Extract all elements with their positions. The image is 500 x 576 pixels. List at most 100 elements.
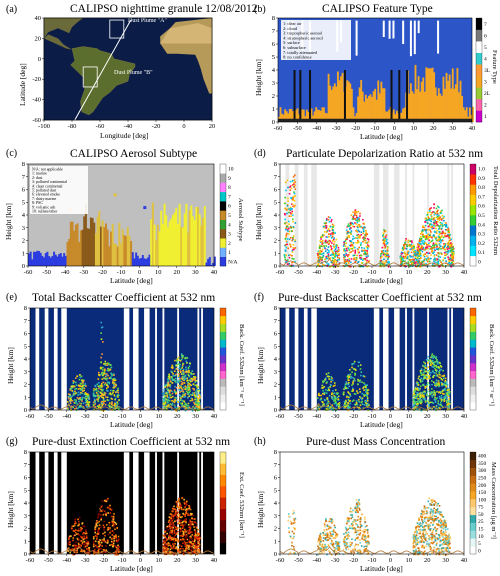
data-pixel [198, 546, 201, 548]
colorbar-cell [470, 386, 476, 395]
data-pixel [326, 230, 329, 232]
data-pixel [79, 389, 82, 391]
data-pixel [354, 211, 357, 213]
data-pixel [354, 372, 357, 375]
data-pixel [293, 191, 295, 193]
data-pixel [82, 380, 85, 382]
data-pixel [413, 247, 416, 250]
data-pixel [326, 262, 328, 264]
data-pixel [292, 199, 295, 201]
y-axis-label: Height [km] [4, 203, 13, 240]
data-pixel [353, 218, 356, 220]
data-pixel [344, 258, 347, 261]
data-pixel [102, 397, 105, 400]
data-pixel [333, 264, 336, 267]
data-pixel [81, 542, 84, 545]
data-pixel [286, 224, 288, 227]
data-pixel [185, 360, 188, 363]
cloud-column [355, 20, 358, 56]
data-pixel [178, 405, 181, 408]
data-pixel [361, 400, 363, 403]
data-pixel [323, 222, 326, 225]
data-pixel [327, 264, 330, 266]
data-pixel [99, 543, 102, 546]
data-pixel [194, 552, 197, 554]
legend-entry: 6: subsurface [283, 45, 306, 50]
data-pixel [181, 526, 184, 529]
data-pixel [429, 248, 432, 250]
data-pixel [70, 387, 72, 390]
colorbar-cell [470, 339, 476, 348]
data-pixel [192, 375, 195, 378]
data-pixel [422, 239, 424, 242]
data-pixel [430, 246, 433, 248]
data-pixel [85, 385, 87, 387]
aerosol-column [295, 110, 297, 122]
data-pixel [184, 513, 186, 516]
data-pixel [198, 389, 200, 391]
data-pixel [403, 247, 406, 249]
data-pixel [95, 387, 98, 390]
data-pixel [285, 221, 288, 224]
panel-label: (e) [6, 292, 18, 303]
colorbar-cell [476, 98, 482, 111]
data-pixel [430, 213, 432, 216]
data-pixel [448, 240, 451, 242]
data-pixel [168, 537, 170, 540]
data-pixel [422, 371, 425, 374]
data-pixel [196, 402, 199, 404]
data-pixel [182, 513, 185, 516]
data-pixel [320, 236, 322, 238]
data-pixel [425, 228, 428, 231]
data-pixel [359, 396, 361, 398]
data-pixel [419, 391, 422, 394]
data-pixel [288, 256, 291, 259]
data-pixel [109, 392, 112, 394]
data-pixel [94, 548, 96, 551]
x-tick-label: 40 [461, 269, 468, 276]
data-pixel [190, 535, 192, 538]
colorbar-cell [220, 315, 226, 324]
data-pixel [288, 233, 290, 235]
aerosol-column [284, 109, 287, 122]
data-pixel [354, 374, 356, 376]
data-pixel [101, 393, 103, 396]
aerosol-subtype-column [34, 251, 37, 266]
data-pixel [448, 388, 450, 391]
data-pixel [108, 382, 111, 385]
data-pixel [416, 389, 419, 391]
x-tick-label: -10 [371, 125, 380, 132]
data-pixel [178, 359, 181, 361]
data-pixel [191, 531, 193, 534]
data-pixel [443, 224, 446, 226]
data-pixel [437, 235, 440, 238]
data-pixel [92, 543, 95, 546]
data-pixel [352, 249, 354, 252]
data-pixel [72, 406, 74, 409]
aerosol-column [358, 87, 361, 122]
data-pixel [355, 259, 357, 262]
data-pixel [73, 524, 76, 527]
data-pixel [433, 356, 435, 359]
panel-c: (c) CALIPSO Aerosol Subtype -60 -50 -40 -30… [0, 144, 250, 288]
data-pixel [334, 253, 337, 255]
data-pixel [428, 377, 430, 379]
data-pixel [444, 228, 447, 231]
data-pixel [360, 371, 363, 373]
data-pixel [435, 370, 438, 373]
data-pixel [358, 401, 360, 403]
aerosol-subtype-column [33, 251, 35, 266]
data-pixel [426, 405, 429, 407]
data-pixel [414, 390, 416, 393]
data-pixel [102, 366, 104, 369]
data-pixel [386, 263, 388, 266]
data-pixel [327, 400, 330, 403]
data-pixel [405, 265, 408, 268]
data-pixel [443, 382, 445, 385]
data-pixel [104, 534, 106, 537]
data-pixel [87, 397, 89, 399]
data-pixel [174, 547, 177, 550]
data-pixel [190, 373, 192, 376]
data-pixel [113, 405, 116, 407]
data-pixel [414, 261, 417, 264]
